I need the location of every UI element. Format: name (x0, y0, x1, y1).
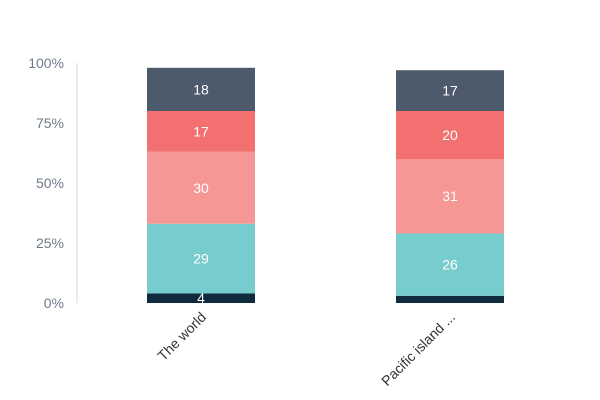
data-label: 18 (193, 81, 209, 97)
bar-segment (147, 67, 255, 111)
y-tick-label: 25% (36, 235, 64, 251)
bar-stack: 26 31 20 17 (396, 70, 504, 303)
y-tick-label: 75% (36, 115, 64, 131)
data-label: 30 (193, 180, 209, 196)
y-tick-label: 50% (36, 175, 64, 191)
y-axis: 0% 25% 50% 75% 100% (28, 55, 78, 311)
data-label: 4 (197, 290, 205, 306)
data-label: 17 (193, 123, 209, 139)
data-label: 26 (442, 257, 458, 273)
y-tick-labels: 0% 25% 50% 75% 100% (28, 55, 64, 311)
bar-segment (396, 159, 504, 234)
data-label: 29 (193, 251, 209, 267)
bar-segment (396, 233, 504, 296)
bar-stack: 4 29 30 17 18 (147, 67, 255, 306)
x-tick-label: The world (154, 309, 209, 364)
bar-segment (147, 223, 255, 294)
bar-segment (147, 151, 255, 224)
bar-segment (396, 70, 504, 111)
bar-segment (147, 111, 255, 152)
y-tick-label: 100% (28, 55, 64, 71)
y-tick-label: 0% (44, 295, 64, 311)
bar-segment (147, 293, 255, 303)
x-tick-label: Pacific island ... (378, 309, 458, 389)
x-tick-labels: The world Pacific island ... (154, 309, 458, 389)
bar-segment (396, 111, 504, 159)
data-label: 20 (442, 127, 458, 143)
bars-group: 4 29 30 17 18 26 31 20 17 (147, 67, 504, 306)
bar-segment (396, 295, 504, 303)
data-label: 17 (442, 83, 458, 99)
data-label: 31 (442, 188, 458, 204)
